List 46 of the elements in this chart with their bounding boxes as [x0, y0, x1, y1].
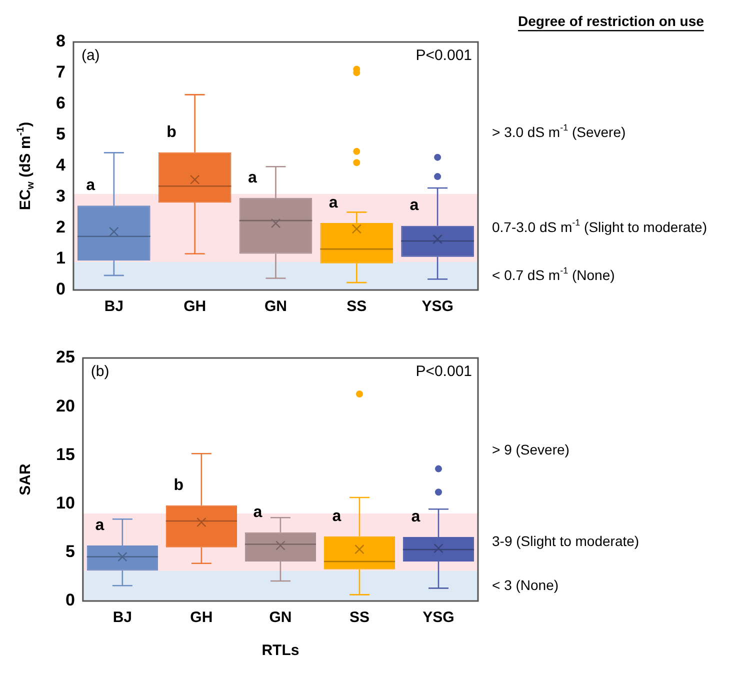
annotation: b [166, 124, 177, 141]
annotation: (b) [90, 363, 110, 380]
x-tick-label: GN [264, 298, 287, 316]
x-tick-label: GH [184, 298, 206, 316]
y-tick-label: 4 [56, 156, 66, 175]
x-tick-label: SS [349, 609, 370, 626]
annotation: a [410, 197, 419, 214]
x-tick-label: GN [269, 609, 292, 626]
annotation: a [248, 169, 257, 186]
y-axis-title: SAR [17, 464, 34, 496]
y-tick-label: 10 [56, 493, 75, 512]
annotation: (a) [81, 47, 100, 64]
annotation: a [328, 194, 338, 212]
annotation: P<0.001 [416, 47, 472, 64]
x-tick-label: GH [190, 609, 213, 626]
y-tick-label: 15 [56, 444, 75, 464]
annotation: P<0.001 [416, 363, 472, 380]
y-tick-label: 0 [65, 590, 75, 610]
x-tick-label: YSG [422, 298, 454, 316]
annotation: b [174, 476, 184, 494]
y-tick-label: 7 [56, 62, 66, 82]
y-tick-label: 5 [65, 542, 75, 562]
band-label: < 3 (None) [492, 576, 559, 593]
y-tick-label: 20 [56, 396, 75, 416]
text: > 9 (Severe) [492, 442, 570, 458]
y-tick-label: 8 [56, 32, 66, 51]
y-tick-label: 5 [56, 124, 66, 144]
y-tick-label: 0 [56, 280, 66, 299]
x-axis-title: RTLs [262, 642, 300, 660]
annotation: a [95, 516, 104, 534]
band-label: 3-9 (Slight to moderate) [492, 533, 640, 550]
y-axis-title: ECw (dS m-1) [16, 122, 36, 210]
annotation: a [332, 508, 342, 525]
y-tick-label: 2 [56, 218, 66, 237]
x-tick-label: YSG [422, 609, 454, 626]
x-tick-label: BJ [112, 609, 132, 626]
annotation: a [253, 504, 262, 521]
annotation: a [86, 177, 96, 194]
y-tick-label: 1 [56, 248, 66, 268]
legend-title: Degree of restriction on use [518, 12, 704, 29]
x-tick-label: BJ [104, 298, 124, 316]
annotation: a [411, 508, 420, 526]
y-tick-label: 25 [56, 348, 75, 367]
x-tick-label: SS [346, 298, 367, 316]
y-tick-label: 3 [56, 186, 66, 206]
y-tick-label: 6 [56, 94, 66, 113]
